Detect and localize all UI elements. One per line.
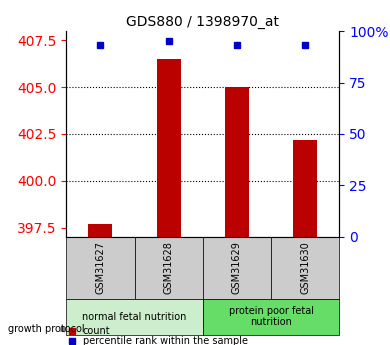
Bar xyxy=(293,140,317,237)
Text: GSM31630: GSM31630 xyxy=(300,241,310,294)
Text: normal fetal nutrition: normal fetal nutrition xyxy=(82,312,187,322)
FancyBboxPatch shape xyxy=(66,237,135,299)
Text: protein poor fetal
nutrition: protein poor fetal nutrition xyxy=(229,306,314,327)
Text: GSM31628: GSM31628 xyxy=(164,241,174,294)
FancyBboxPatch shape xyxy=(203,237,271,299)
FancyBboxPatch shape xyxy=(203,299,339,335)
Bar xyxy=(157,59,181,237)
Text: GSM31629: GSM31629 xyxy=(232,241,242,294)
FancyBboxPatch shape xyxy=(66,299,203,335)
FancyBboxPatch shape xyxy=(271,237,339,299)
FancyBboxPatch shape xyxy=(135,237,203,299)
Text: count: count xyxy=(83,326,110,335)
Bar xyxy=(89,224,112,237)
Bar xyxy=(225,87,249,237)
Text: growth protocol: growth protocol xyxy=(8,325,84,334)
Text: GSM31627: GSM31627 xyxy=(96,241,105,294)
Text: percentile rank within the sample: percentile rank within the sample xyxy=(83,336,248,345)
Title: GDS880 / 1398970_at: GDS880 / 1398970_at xyxy=(126,14,279,29)
